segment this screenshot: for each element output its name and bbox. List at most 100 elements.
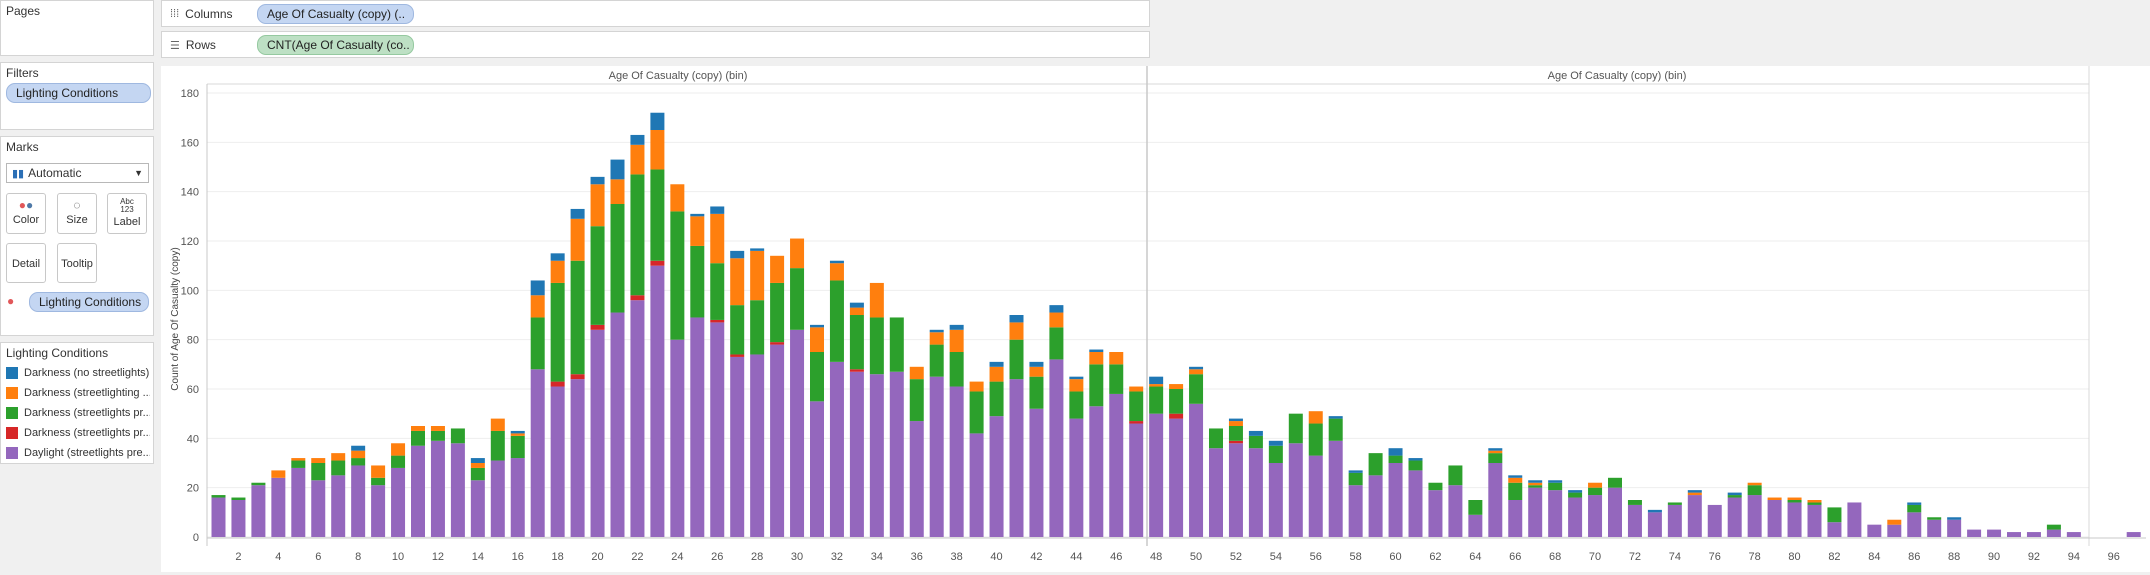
bar-segment[interactable] (271, 477, 286, 537)
bar-segment[interactable] (2026, 532, 2041, 537)
bar-segment[interactable] (949, 329, 964, 352)
bar-segment[interactable] (510, 435, 525, 459)
bar-segment[interactable] (1209, 448, 1223, 537)
bar-segment[interactable] (430, 440, 445, 537)
bar-segment[interactable] (710, 319, 725, 323)
bar-segment[interactable] (810, 401, 824, 537)
bar-segment[interactable] (1627, 504, 1642, 537)
bar-segment[interactable] (889, 371, 904, 537)
bar-segment[interactable] (630, 144, 645, 175)
bar-segment[interactable] (590, 329, 605, 537)
bar-segment[interactable] (550, 253, 565, 261)
bar-segment[interactable] (1667, 504, 1682, 537)
bar-segment[interactable] (650, 265, 665, 537)
pages-card[interactable]: Pages (0, 0, 154, 56)
bar-segment[interactable] (550, 386, 565, 537)
bar-segment[interactable] (1608, 477, 1622, 488)
bar-segment[interactable] (750, 248, 765, 251)
bar-segment[interactable] (1488, 448, 1503, 451)
bar-segment[interactable] (411, 430, 425, 446)
bar-segment[interactable] (849, 302, 864, 308)
bar-segment[interactable] (810, 352, 824, 402)
bar-segment[interactable] (1348, 472, 1363, 486)
legend-item[interactable]: Darkness (streetlighting ... (6, 384, 150, 402)
bar-segment[interactable] (450, 443, 465, 537)
bar-segment[interactable] (1089, 364, 1104, 407)
bar-segment[interactable] (670, 184, 685, 212)
bar-segment[interactable] (1348, 485, 1363, 537)
bar-segment[interactable] (351, 445, 366, 451)
rows-shelf[interactable]: ☰ Rows CNT(Age Of Casualty (co.. (161, 31, 1150, 58)
bar-segment[interactable] (929, 344, 944, 377)
bar-segment[interactable] (630, 174, 645, 296)
bar-segment[interactable] (291, 458, 306, 461)
bar-segment[interactable] (1029, 366, 1044, 377)
bar-segment[interactable] (1528, 480, 1543, 483)
bar-segment[interactable] (411, 426, 425, 431)
bar-segment[interactable] (710, 206, 725, 214)
bar-segment[interactable] (1189, 369, 1204, 375)
bar-segment[interactable] (1727, 492, 1742, 496)
bar-segment[interactable] (470, 467, 485, 481)
bar-segment[interactable] (2046, 529, 2061, 537)
label-button[interactable]: Abc 123 Label (107, 193, 147, 234)
bar-segment[interactable] (1667, 502, 1682, 505)
bar-segment[interactable] (1787, 502, 1802, 537)
bar-segment[interactable] (1189, 374, 1204, 404)
bar-segment[interactable] (1109, 352, 1124, 365)
bar-segment[interactable] (2126, 532, 2141, 537)
bar-segment[interactable] (1308, 423, 1323, 456)
columns-shelf[interactable]: ⁞⁞⁞ Columns Age Of Casualty (copy) (.. (161, 0, 1150, 27)
bar-segment[interactable] (1807, 500, 1822, 503)
legend-item[interactable]: Darkness (streetlights pr... (6, 404, 150, 422)
bar-segment[interactable] (869, 374, 884, 537)
bar-segment[interactable] (530, 295, 545, 318)
bar-segment[interactable] (610, 204, 625, 313)
bar-segment[interactable] (1468, 500, 1483, 515)
bar-segment[interactable] (351, 458, 366, 466)
bar-segment[interactable] (1009, 339, 1024, 380)
bar-segment[interactable] (1827, 522, 1842, 537)
bar-segment[interactable] (550, 260, 565, 283)
bar-segment[interactable] (271, 470, 286, 478)
bar-segment[interactable] (1149, 376, 1164, 385)
color-button[interactable]: ●● Color (6, 193, 46, 234)
bar-segment[interactable] (1907, 504, 1922, 513)
bar-segment[interactable] (1747, 485, 1762, 496)
bar-segment[interactable] (1209, 428, 1223, 449)
bar-segment[interactable] (1408, 470, 1423, 537)
bar-segment[interactable] (1987, 529, 2002, 537)
bar-segment[interactable] (590, 184, 605, 227)
bar-segment[interactable] (251, 482, 266, 486)
bar-segment[interactable] (630, 295, 645, 301)
bar-segment[interactable] (291, 460, 306, 468)
bar-segment[interactable] (1089, 406, 1104, 537)
bar-segment[interactable] (1228, 440, 1243, 444)
bar-segment[interactable] (1428, 490, 1443, 537)
bar-segment[interactable] (1907, 512, 1922, 537)
bar-segment[interactable] (1947, 519, 1962, 537)
bar-segment[interactable] (1129, 391, 1144, 422)
bar-segment[interactable] (790, 238, 805, 269)
bar-segment[interactable] (829, 263, 844, 281)
bar-segment[interactable] (1388, 448, 1403, 456)
bar-segment[interactable] (1867, 524, 1882, 537)
bar-segment[interactable] (730, 258, 745, 306)
bar-segment[interactable] (1189, 403, 1204, 537)
bar-segment[interactable] (1428, 482, 1443, 491)
bar-segment[interactable] (849, 369, 864, 372)
bar-segment[interactable] (1468, 514, 1483, 537)
bar-segment[interactable] (1069, 391, 1084, 419)
bar-segment[interactable] (590, 226, 605, 325)
bar-segment[interactable] (670, 211, 685, 340)
bar-segment[interactable] (969, 433, 984, 537)
bar-segment[interactable] (1149, 384, 1164, 387)
bar-segment[interactable] (1328, 418, 1343, 441)
bar-segment[interactable] (1009, 322, 1024, 340)
filter-pill[interactable]: Lighting Conditions (6, 83, 151, 103)
bar-segment[interactable] (1268, 463, 1283, 537)
bar-segment[interactable] (1588, 495, 1603, 537)
bar-segment[interactable] (570, 260, 585, 375)
bar-segment[interactable] (989, 381, 1004, 417)
legend-item[interactable]: Daylight (streetlights pre... (6, 444, 150, 462)
